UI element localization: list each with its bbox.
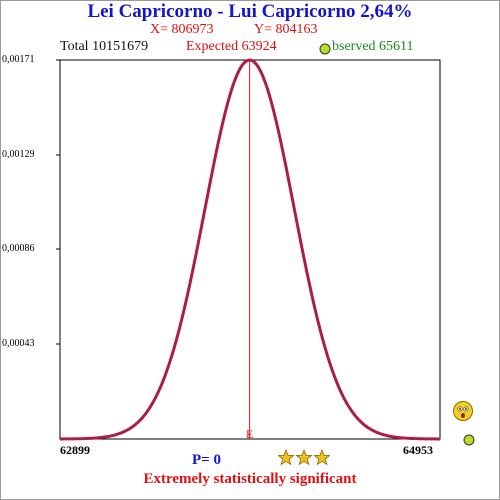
star-icon — [277, 448, 295, 466]
star-icon — [313, 448, 331, 466]
p-value-label: P= 0 — [192, 452, 221, 468]
significance-label: Extremely statistically significant — [143, 471, 357, 487]
observed-dot-icon — [319, 42, 331, 55]
observed-label: bserved 65611 — [332, 39, 414, 54]
expected-label: Expected 63924 — [186, 39, 277, 54]
distribution-curve-inner — [59, 59, 441, 440]
x-count-label: X= 806973 — [150, 22, 214, 37]
y-tick-label: 0,00086 — [2, 243, 35, 254]
y-count-label: Y= 804163 — [254, 22, 318, 37]
smiley-face-icon — [452, 400, 474, 422]
star-icon — [295, 448, 313, 466]
observed-dot-icon — [463, 433, 475, 446]
expected-marker-label: E — [246, 427, 253, 441]
y-tick-label: 0,00129 — [2, 149, 35, 160]
significance-stars — [277, 448, 331, 467]
x-tick-label-max: 64953 — [403, 443, 433, 457]
y-tick-label: 0,00043 — [2, 338, 35, 349]
y-tick-label: 0,00171 — [2, 54, 35, 65]
x-tick-label-min: 62899 — [60, 443, 90, 457]
chart-title: Lei Capricorno - Lui Capricorno 2,64% — [87, 1, 413, 22]
total-label: Total 10151679 — [60, 39, 149, 54]
